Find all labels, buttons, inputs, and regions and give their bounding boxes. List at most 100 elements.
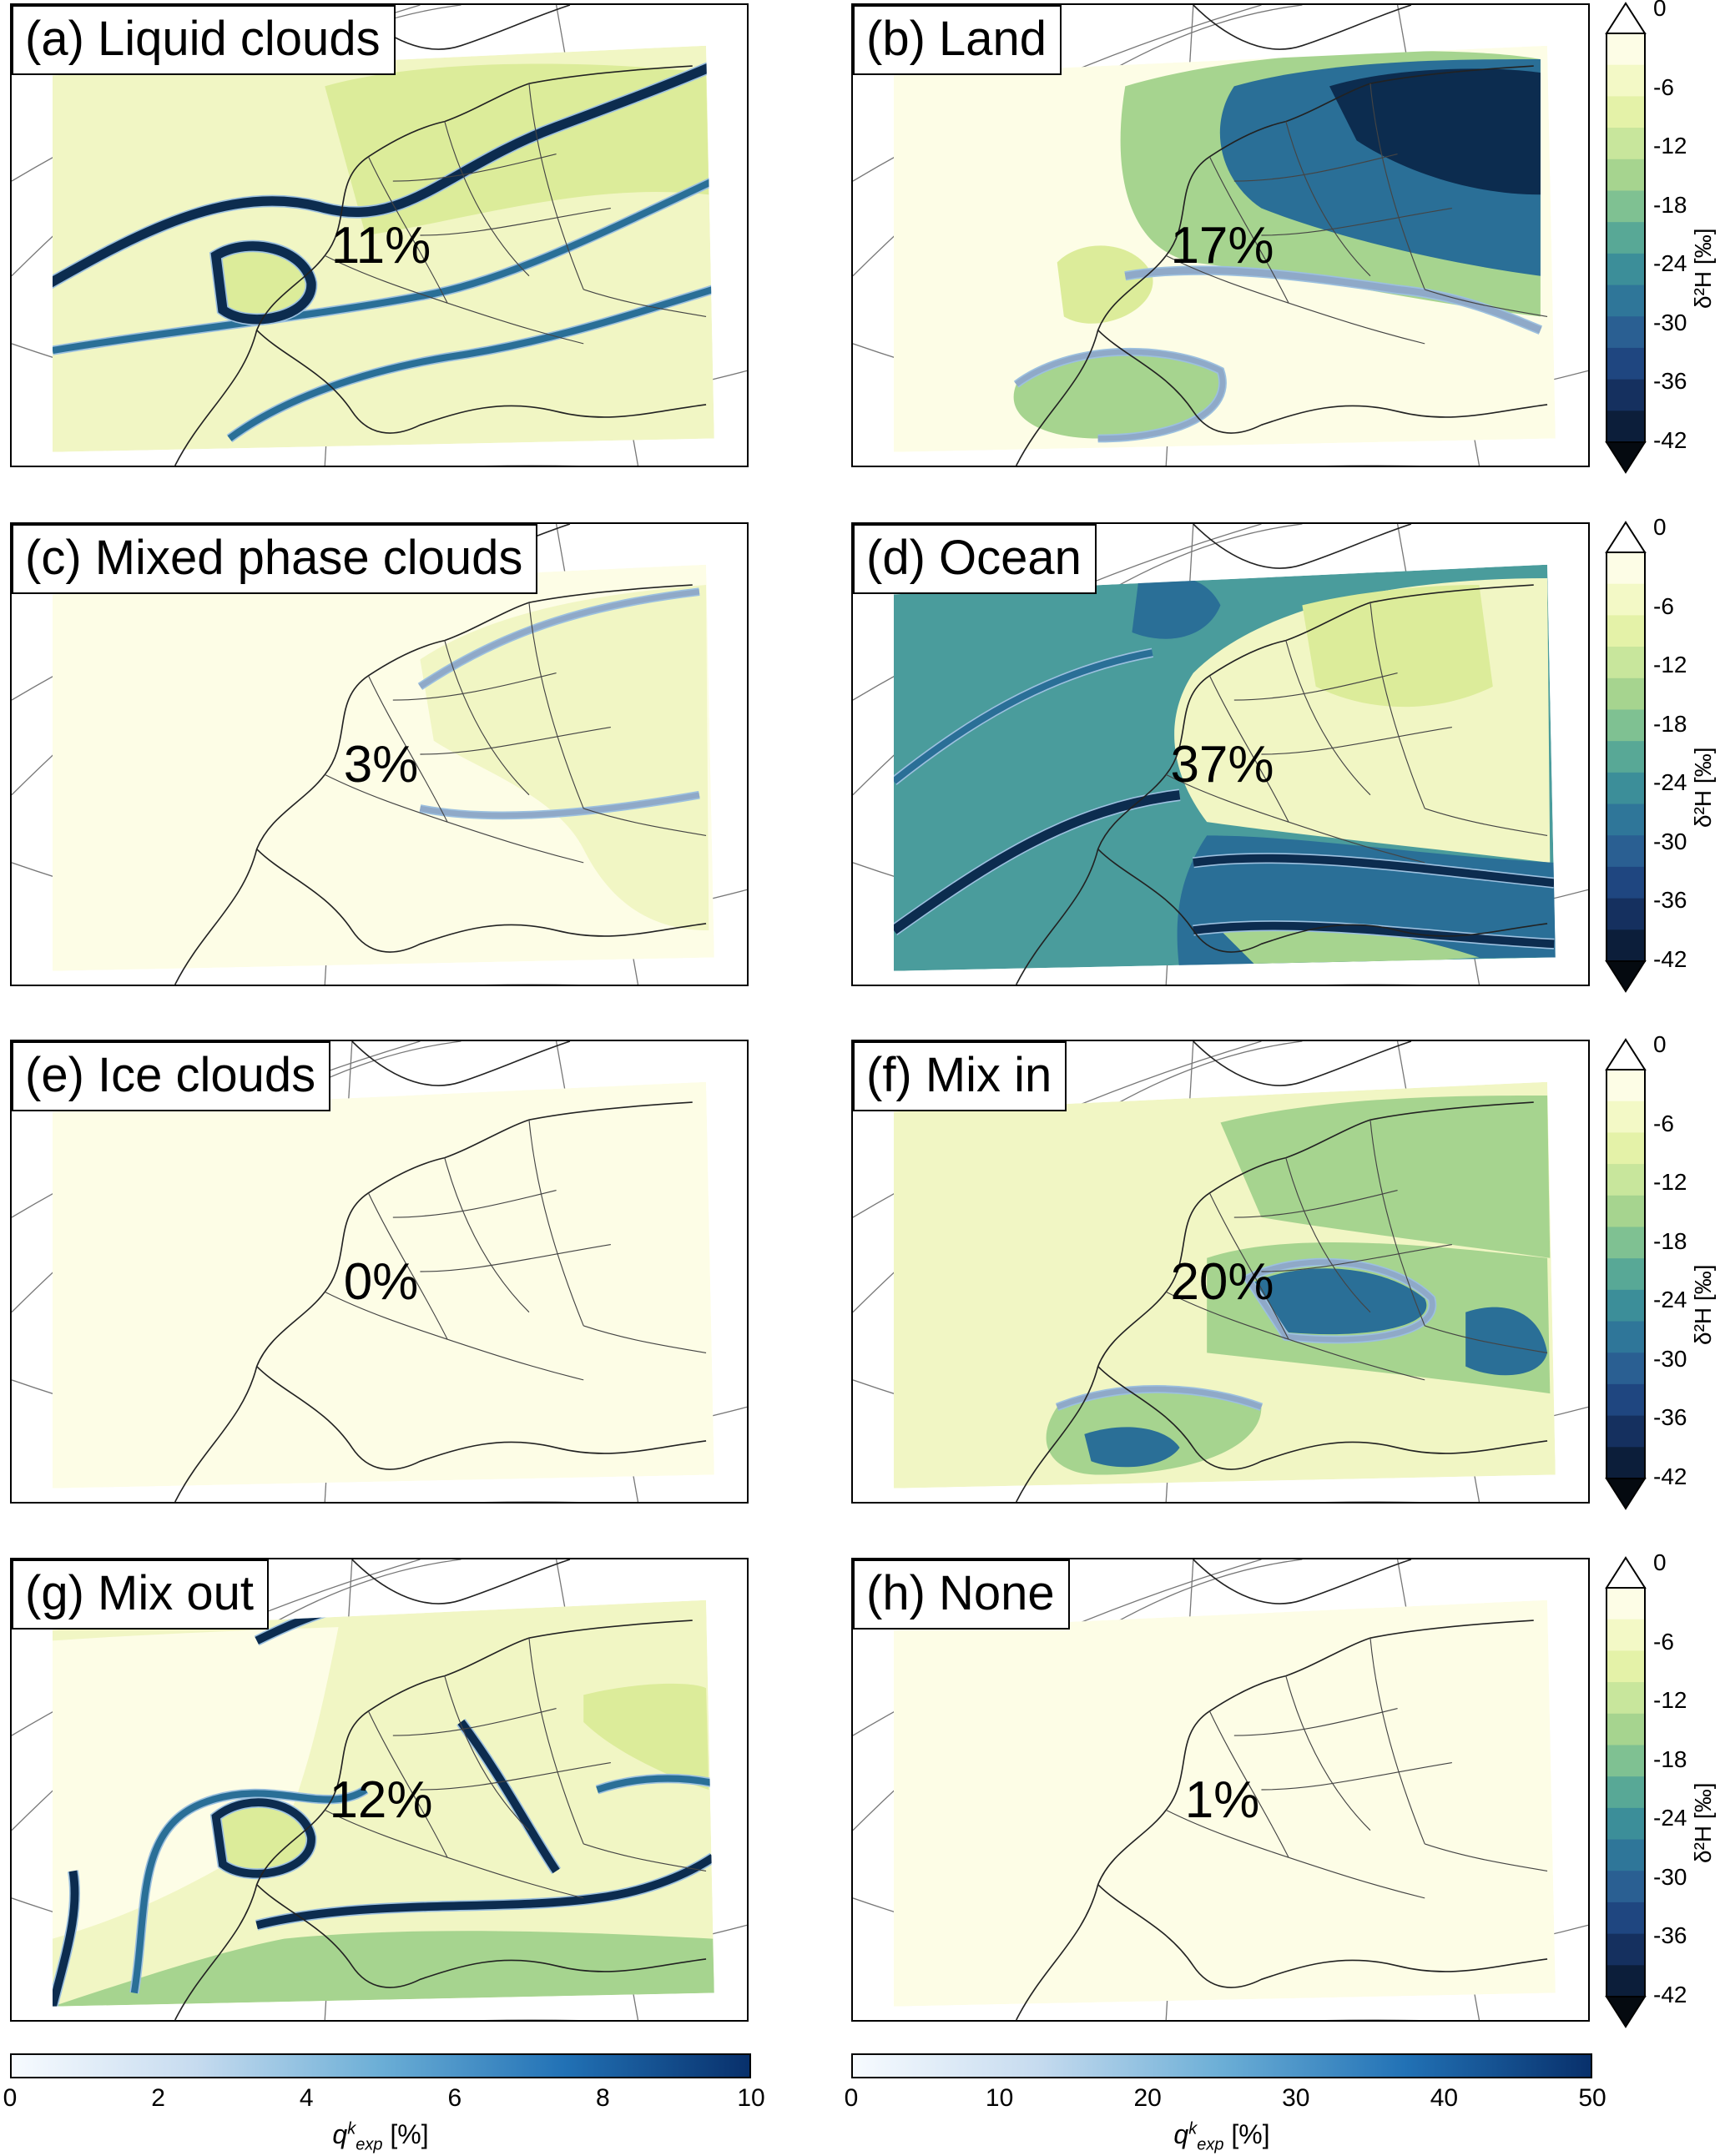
panel-title: (b) Land: [853, 5, 1062, 75]
delta-tick: 0: [1653, 514, 1667, 540]
panel-title: (g) Mix out: [12, 1559, 269, 1630]
delta-tick: -24: [1653, 1287, 1687, 1313]
delta-tick: -42: [1653, 1982, 1687, 2007]
map-panel-ocean: (d) Ocean 37%: [851, 522, 1590, 986]
delta-tick: -36: [1653, 887, 1687, 914]
qexp-tick: 10: [737, 2084, 765, 2112]
contribution-percent: 12%: [329, 1771, 433, 1830]
left-qexp-colorbar: [10, 2053, 751, 2078]
map-panel-land: (b) Land 17%: [851, 3, 1590, 467]
delta-colorbar-svg: [1605, 2, 1647, 474]
map-b-svg: [853, 5, 1588, 466]
delta-colorbar-label: δ²H [‰]: [1690, 1782, 1716, 1863]
map-panel-mix-in: (f) Mix in 20%: [851, 1040, 1590, 1504]
delta-colorbar-svg: [1605, 1038, 1647, 1510]
data-field: [52, 1081, 714, 1489]
panel-title: (f) Mix in: [853, 1041, 1067, 1111]
delta-tick: -12: [1653, 133, 1687, 159]
map-h-svg: [853, 1559, 1588, 2020]
delta-tick: -18: [1653, 710, 1687, 737]
delta-tick: -12: [1653, 1687, 1687, 1714]
map-d-svg: [853, 524, 1588, 985]
delta-colorbar-svg: [1605, 1556, 1647, 2028]
delta-tick: -6: [1653, 73, 1674, 100]
map-panel-mix-out: (g) Mix out 12%: [10, 1558, 749, 2022]
contribution-percent: 17%: [1170, 217, 1274, 275]
delta-tick: 0: [1653, 0, 1667, 21]
contribution-percent: 11%: [330, 217, 431, 275]
panel-title: (d) Ocean: [853, 524, 1097, 594]
delta-colorbar-row3: 0 -6 -12 -18 -24 -30 -36 -42 δ²H [‰]: [1605, 1031, 1716, 1512]
delta-colorbar-row1: 0 -6 -12 -18 -24 -30 -36 -42 δ²H [‰]: [1605, 0, 1716, 476]
panel-title: (c) Mixed phase clouds: [12, 524, 538, 594]
delta-tick: -30: [1653, 309, 1687, 335]
data-field: [893, 1081, 1556, 1489]
coastlines: [174, 524, 707, 985]
delta-tick: 0: [1653, 1031, 1667, 1057]
qexp-tick: 30: [1282, 2084, 1310, 2112]
delta-tick: -36: [1653, 368, 1687, 395]
coastlines: [1016, 5, 1548, 466]
delta-colorbar-label: δ²H [‰]: [1690, 747, 1716, 828]
contribution-percent: 37%: [1170, 736, 1274, 794]
delta-tick: -30: [1653, 1863, 1687, 1890]
coastlines: [174, 1041, 707, 1502]
delta-tick: -6: [1653, 592, 1674, 619]
contribution-percent: 3%: [343, 736, 419, 794]
left-colorbar-label: qkexp [%]: [332, 2119, 429, 2154]
delta-tick: -6: [1653, 1628, 1674, 1655]
data-field: [893, 564, 1556, 971]
contribution-percent: 20%: [1170, 1253, 1274, 1312]
delta-colorbar-row2: 0 -6 -12 -18 -24 -30 -36 -42 δ²H [‰]: [1605, 514, 1716, 995]
delta-tick: -6: [1653, 1110, 1674, 1136]
map-panel-liquid-clouds: (a) Liquid clouds 11%: [10, 3, 749, 467]
delta-tick: -12: [1653, 1169, 1687, 1196]
delta-colorbar-svg: [1605, 521, 1647, 993]
qexp-tick: 0: [3, 2084, 18, 2112]
delta-colorbar-label: δ²H [‰]: [1690, 1264, 1716, 1345]
delta-tick: -18: [1653, 191, 1687, 218]
delta-tick: -30: [1653, 1345, 1687, 1372]
delta-tick: -42: [1653, 946, 1687, 972]
qexp-tick: 10: [985, 2084, 1014, 2112]
data-field: [52, 1599, 714, 2007]
delta-tick: -24: [1653, 250, 1687, 277]
right-qexp-colorbar: [851, 2053, 1592, 2078]
delta-tick: -24: [1653, 1805, 1687, 1831]
map-panel-ice-clouds: (e) Ice clouds 0%: [10, 1040, 749, 1504]
qexp-tick: 50: [1578, 2084, 1606, 2112]
panel-title: (a) Liquid clouds: [12, 5, 396, 75]
qexp-tick: 2: [151, 2084, 165, 2112]
right-colorbar-label: qkexp [%]: [1173, 2119, 1270, 2154]
qexp-tick: 20: [1133, 2084, 1162, 2112]
map-a-svg: [12, 5, 747, 466]
delta-tick: -42: [1653, 427, 1687, 453]
qexp-tick: 6: [447, 2084, 462, 2112]
map-f-svg: [853, 1041, 1588, 1502]
qexp-tick: 0: [844, 2084, 859, 2112]
coastlines: [1016, 524, 1548, 985]
delta-colorbar-row4: 0 -6 -12 -18 -24 -30 -36 -42 δ²H [‰]: [1605, 1549, 1716, 2030]
map-c-svg: [12, 524, 747, 985]
delta-tick: -42: [1653, 1463, 1687, 1489]
coastlines: [1016, 1559, 1548, 2020]
delta-tick: -24: [1653, 769, 1687, 796]
delta-tick: 0: [1653, 1549, 1667, 1575]
delta-tick: -30: [1653, 828, 1687, 854]
qexp-tick: 40: [1430, 2084, 1459, 2112]
map-e-svg: [12, 1041, 747, 1502]
data-field: [893, 45, 1556, 452]
qexp-tick: 4: [299, 2084, 314, 2112]
panel-title: (e) Ice clouds: [12, 1041, 331, 1111]
delta-tick: -18: [1653, 1745, 1687, 1772]
delta-tick: -36: [1653, 1922, 1687, 1949]
map-g-svg: [12, 1559, 747, 2020]
map-panel-none: (h) None 1%: [851, 1558, 1590, 2022]
coastlines: [1016, 1041, 1548, 1502]
panel-title: (h) None: [853, 1559, 1070, 1630]
qexp-tick: 8: [596, 2084, 610, 2112]
delta-tick: -18: [1653, 1227, 1687, 1254]
data-field: [893, 1599, 1556, 2007]
delta-tick: -12: [1653, 652, 1687, 678]
data-field: [52, 45, 714, 452]
